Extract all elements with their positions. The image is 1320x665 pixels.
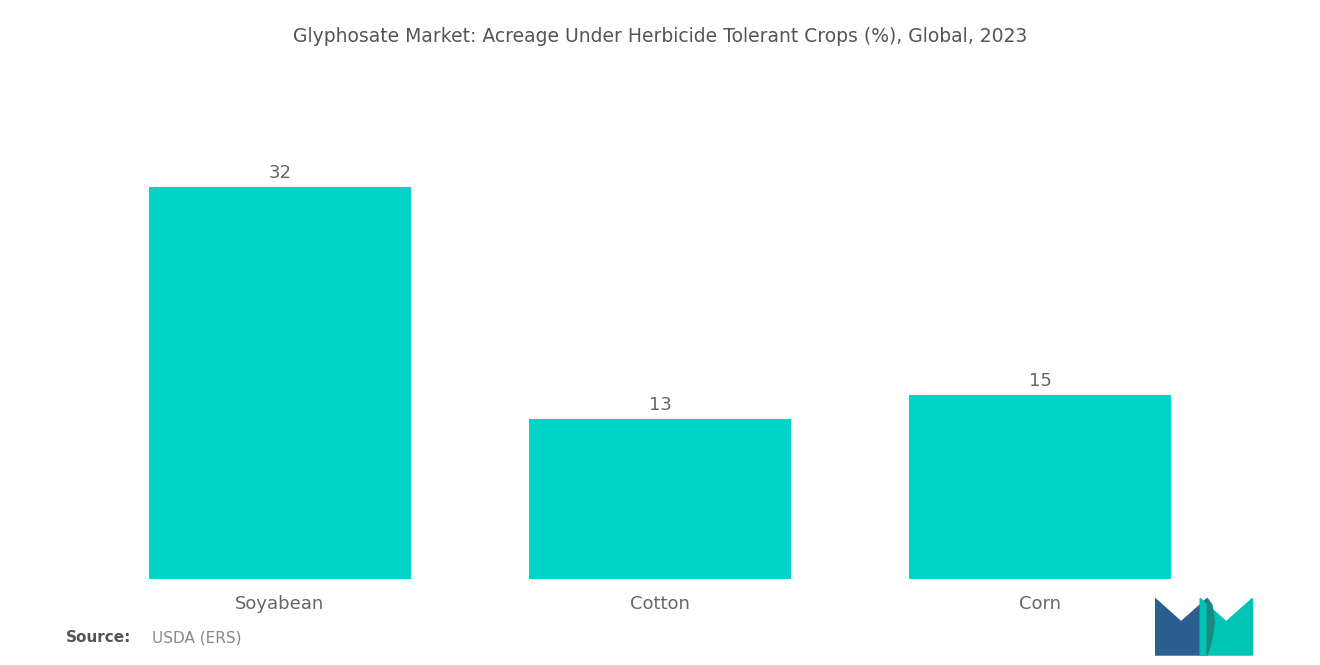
Polygon shape (1155, 598, 1208, 655)
Polygon shape (1200, 598, 1253, 655)
Text: 32: 32 (268, 164, 292, 182)
Bar (909, 395, 1171, 579)
Text: 13: 13 (648, 396, 672, 414)
Text: 15: 15 (1028, 372, 1052, 390)
Bar (149, 187, 411, 579)
Polygon shape (1208, 598, 1214, 655)
Text: USDA (ERS): USDA (ERS) (152, 630, 242, 645)
Text: Source:: Source: (66, 630, 132, 645)
Bar (529, 420, 791, 579)
Text: Glyphosate Market: Acreage Under Herbicide Tolerant Crops (%), Global, 2023: Glyphosate Market: Acreage Under Herbici… (293, 27, 1027, 46)
